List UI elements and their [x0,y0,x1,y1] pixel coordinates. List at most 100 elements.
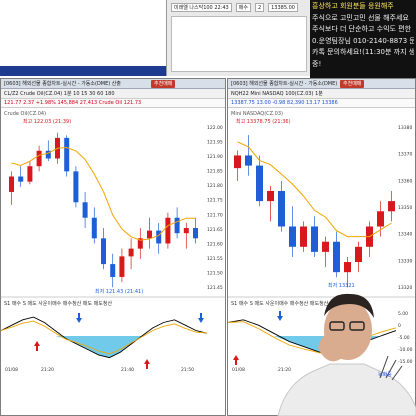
price-change-info: 13.00 -0.98 82,390 13.17 13386 [256,100,338,106]
candle-body [27,166,33,182]
price-tick-label: 121.90 [207,154,223,160]
candle-body [311,226,318,252]
current-price: 121.77 [4,100,22,106]
chart-toolbar[interactable]: CL/Z2 Crude Oil(CZ.04) 1분 10 15 30 60 18… [1,89,225,99]
candle-body [73,171,79,203]
time-tick-label: 21:20 [278,367,291,373]
time-tick-label: 21:20 [41,367,54,373]
candle-body [82,202,88,218]
microphone-icon [379,355,403,381]
price-tick-label: 122.00 [207,125,223,131]
price-infobar: 13387.75 13.00 -0.98 82,390 13.17 13386 [228,99,415,108]
notice-line: 흥상하고 회원분들 응원해주 [312,2,394,10]
oscillator-tick-label: 0 [398,323,401,329]
candle-body [9,176,14,192]
oscillator-legend: S1 매수 S 매도 사운이매수 매수청산 매도 매도청산 [4,300,112,307]
time-tick-label: 01/08 [5,367,18,373]
price-tick-label: 121.65 [207,227,223,233]
high-label: 최고 122.03 (21:39) [23,118,71,125]
time-tick-label: 21:40 [121,367,134,373]
time-tick-label: 21:50 [181,367,194,373]
candle-body [119,256,125,277]
notice-line: 주식보다 더 단순하고 수익도 편한 [312,25,412,34]
candle-body [388,201,395,212]
oscillator-tick-label: -15.00 [398,359,413,365]
price-tick-label: 13330 [398,258,412,264]
candle-body [234,155,241,169]
oscillator-line [1,316,208,359]
order-symbol-cell[interactable]: 미래엘 나스닥100 22:43 [171,3,232,12]
order-row: 미래엘 나스닥100 22:43 매수 2 13385.00 [171,3,298,12]
price-tick-label: 13370 [398,152,412,158]
candle-body [245,155,252,166]
low-label: 최저 13321 [328,282,355,289]
candle-body [137,238,143,249]
candle-body [256,165,263,202]
window-title: [0603] 해외선물 종합차트-실시간 - 가동소(DME) 산출 [4,81,122,87]
chart-window-crude[interactable]: [0603] 해외선물 종합차트-실시간 - 가동소(DME) 산출 추천매매 … [0,78,226,416]
candle-body [165,217,171,244]
price-tick-label: 121.50 [207,270,223,276]
price-tick-label: 13380 [398,125,412,131]
notice-line: 주식으로 고민고민 선물 해주세요 [312,13,409,22]
candle-body [36,150,42,167]
high-label: 최고 13378.75 (21:36) [236,118,291,125]
recommend-button[interactable]: 추천매매 [340,80,365,88]
candle-body [147,230,152,239]
low-label: 최저 121.43 (21:41) [95,288,143,295]
window-titlebar[interactable]: [0603] 해외선물 종합차트-실시간 - 가동소(DME) 추천매매 [228,79,415,89]
recording-note: 녹화중 [378,372,392,378]
time-tick-label: 01/08 [232,367,245,373]
chart-toolbar[interactable]: NQH22 Mini NASDAQ 100(CZ.03) 1분 [228,89,415,99]
candle-body [64,137,70,172]
candle-body [193,228,198,239]
window-titlebar[interactable]: [0603] 해외선물 종합차트-실시간 - 가동소(DME) 산출 추천매매 [1,79,225,89]
top-left-window [0,0,166,76]
candle-body [377,211,384,227]
price-tick-label: 121.85 [207,169,223,175]
price-infobar: 121.77 2.37 +1.98% 145,884 27,413 Crude … [1,99,225,108]
moving-average-line [237,141,392,238]
candle-body [18,176,24,182]
chart-legend: Crude Oil(CZ.04) [4,111,46,117]
candle-body [267,190,274,202]
chart-legend: Mini NASDAQ(CZ.03) [231,111,283,117]
buy-signal-arrow-icon [144,359,150,369]
shirt-shape [277,363,416,416]
candle-body [344,262,351,273]
webcam-presenter [277,293,416,416]
chart-area[interactable]: Crude Oil(CZ.04) 최고 122.03 (21:39) 최저 12… [1,109,225,373]
buy-signal-arrow-icon [34,341,40,351]
chart-area[interactable]: Mini NASDAQ(CZ.03) 최고 13378.75 (21:36) 최… [228,109,415,373]
recommend-button[interactable]: 추천매매 [151,80,176,88]
order-price-cell[interactable]: 13385.00 [268,3,298,12]
oscillator-tick-label: 5.00 [398,311,408,317]
hand-shape [318,332,342,362]
candle-body [101,238,106,265]
candlestick-chart[interactable]: Crude Oil(CZ.04) 최고 122.03 (21:39) 최저 12… [1,109,226,373]
price-tick-label: 13350 [398,205,412,211]
candle-body [300,226,307,247]
price-tick-label: 121.95 [207,140,223,146]
price-tick-label: 121.60 [207,241,223,247]
price-tick-label: 121.55 [207,256,223,262]
price-tick-label: 121.75 [207,198,223,204]
window-title: [0603] 해외선물 종합차트-실시간 - 가동소(DME) [231,81,338,87]
order-side-cell[interactable]: 매수 [235,3,251,12]
candle-body [289,226,296,247]
price-change-info: 2.37 +1.98% 145,884 27,413 Crude Oil 121… [23,100,142,106]
candlestick-chart[interactable]: Mini NASDAQ(CZ.03) 최고 13378.75 (21:36) 최… [228,109,416,373]
hair-shape [324,293,374,318]
notice-line: 0.운영팀장님 010-2140-8873 문자 [312,36,414,45]
candle-body [156,230,162,244]
oscillator-legend: S1 매수 S 매도 사운이매수 매수청산 매도청산 [231,300,329,307]
price-tick-label: 13340 [398,232,412,238]
buy-signal-arrow-icon [233,355,239,365]
sell-signal-arrow-icon [76,313,82,323]
oscillator-tick-label: -5.00 [398,335,410,341]
notice-line: 카톡 문의하세요!(11:30분 까지 생방송 [312,48,414,57]
order-qty-cell[interactable]: 2 [254,3,265,12]
notice-line: 중! [312,59,322,68]
moving-average-line [11,146,196,241]
current-price: 13387.75 [231,100,255,106]
